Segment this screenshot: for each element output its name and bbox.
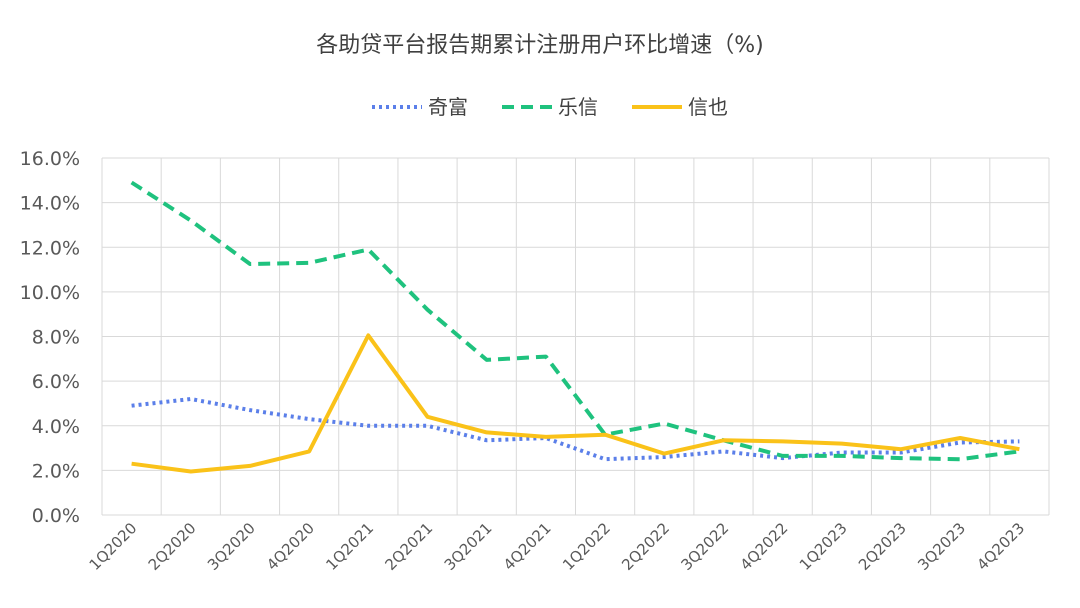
y-tick-label: 10.0%: [20, 282, 80, 304]
x-tick-label: 2Q2023: [855, 519, 910, 574]
y-tick-label: 2.0%: [32, 460, 80, 482]
x-tick-label: 3Q2022: [677, 519, 732, 574]
y-tick-label: 16.0%: [20, 148, 80, 170]
x-tick-label: 4Q2022: [737, 519, 792, 574]
series-line-0: [131, 397, 1020, 462]
x-tick-label: 2Q2020: [145, 519, 200, 574]
chart-title: 各助贷平台报告期累计注册用户环比增速（%): [316, 33, 764, 58]
legend-label: 信也: [688, 95, 728, 119]
series-lines: [130, 180, 1020, 474]
legend-item-1: 乐信: [502, 95, 598, 119]
series-line-2: [131, 333, 1020, 474]
y-tick-label: 4.0%: [32, 416, 80, 438]
legend-label: 奇富: [428, 95, 468, 119]
x-axis-ticks: 1Q2020 2Q2020 3Q2020 4Q2020 1Q2021 2Q2021 3Q20…: [86, 519, 1029, 574]
legend-item-2: 信也: [632, 95, 728, 119]
x-tick-label: 1Q2021: [322, 519, 377, 574]
x-tick-label: 4Q2023: [973, 519, 1028, 574]
x-tick-label: 1Q2022: [559, 519, 614, 574]
x-tick-label: 3Q2020: [204, 519, 259, 574]
x-tick-label: 4Q2020: [263, 519, 318, 574]
y-tick-label: 6.0%: [32, 371, 80, 393]
x-tick-label: 1Q2023: [796, 519, 851, 574]
y-tick-label: 8.0%: [32, 327, 80, 349]
x-tick-label: 2Q2022: [618, 519, 673, 574]
series-line-1: [130, 180, 1020, 462]
gridlines: [101, 157, 1050, 516]
legend: 奇富 乐信 信也: [372, 95, 728, 119]
y-tick-label: 0.0%: [32, 505, 80, 527]
legend-item-0: 奇富: [372, 95, 468, 119]
x-tick-label: 2Q2021: [382, 519, 437, 574]
y-axis-ticks: 0.0% 2.0% 4.0% 6.0% 8.0% 10.0% 12.0% 14.0% 16.0%: [20, 148, 80, 527]
x-tick-label: 4Q2021: [500, 519, 555, 574]
x-tick-label: 3Q2021: [441, 519, 496, 574]
y-tick-label: 12.0%: [20, 237, 80, 259]
x-tick-label: 3Q2023: [914, 519, 969, 574]
x-tick-label: 1Q2020: [86, 519, 141, 574]
legend-label: 乐信: [558, 95, 598, 119]
y-tick-label: 14.0%: [20, 193, 80, 215]
